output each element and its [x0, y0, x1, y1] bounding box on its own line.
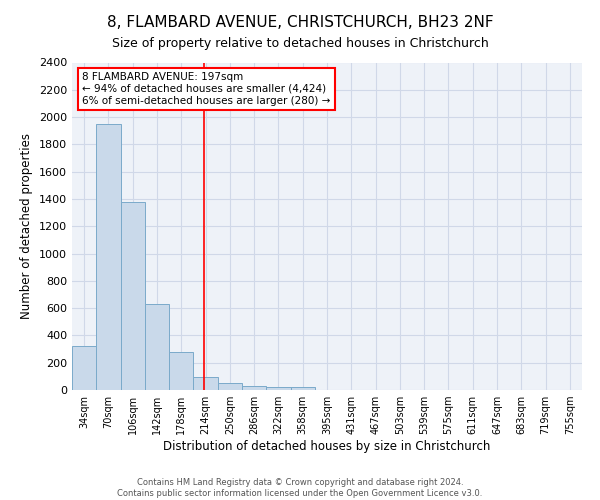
Bar [242, 386, 266, 390]
Bar [218, 384, 242, 390]
Bar [121, 202, 145, 390]
Text: 8 FLAMBARD AVENUE: 197sqm
← 94% of detached houses are smaller (4,424)
6% of sem: 8 FLAMBARD AVENUE: 197sqm ← 94% of detac… [82, 72, 331, 106]
Bar [266, 386, 290, 390]
Bar [72, 346, 96, 390]
Text: 8, FLAMBARD AVENUE, CHRISTCHURCH, BH23 2NF: 8, FLAMBARD AVENUE, CHRISTCHURCH, BH23 2… [107, 15, 493, 30]
Y-axis label: Number of detached properties: Number of detached properties [20, 133, 34, 320]
Bar [145, 304, 169, 390]
Text: Contains HM Land Registry data © Crown copyright and database right 2024.
Contai: Contains HM Land Registry data © Crown c… [118, 478, 482, 498]
Bar [169, 352, 193, 390]
Bar [96, 124, 121, 390]
Text: Size of property relative to detached houses in Christchurch: Size of property relative to detached ho… [112, 38, 488, 51]
Bar [290, 388, 315, 390]
Bar [193, 377, 218, 390]
X-axis label: Distribution of detached houses by size in Christchurch: Distribution of detached houses by size … [163, 440, 491, 453]
